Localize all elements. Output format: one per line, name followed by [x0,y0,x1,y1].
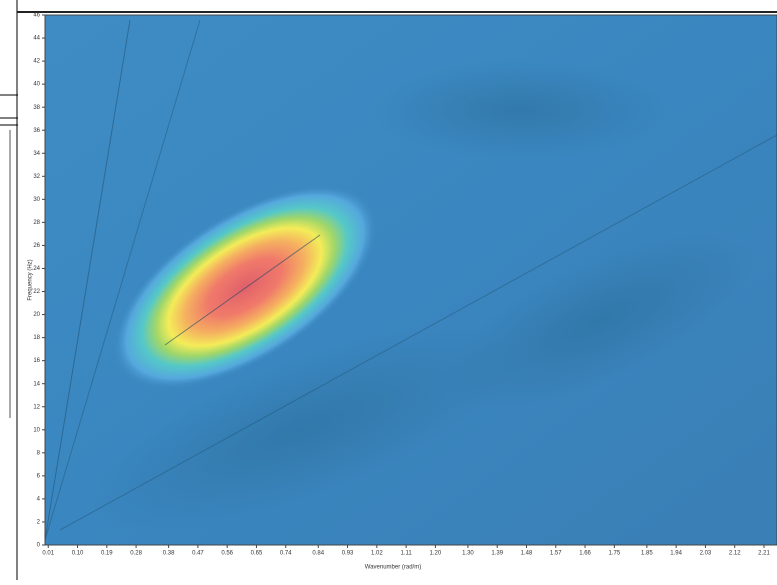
y-tick-label: 36 [33,128,40,134]
y-tick-label: 14 [33,381,40,387]
x-tick-label: 1.94 [670,551,682,557]
y-tick-label: 8 [37,450,41,456]
x-tick-label: 0.01 [42,551,54,557]
y-tick-label: 2 [37,520,41,526]
x-tick-label: 0.10 [72,551,84,557]
x-tick-label: 0.19 [101,551,113,557]
y-tick-label: 44 [33,36,40,42]
heatmap-shade [443,229,757,411]
y-tick-label: 20 [33,312,40,318]
y-tick-label: 4 [37,496,41,502]
x-tick-label: 1.11 [401,551,413,557]
y-tick-label: 32 [33,174,40,180]
x-tick-label: 0.56 [221,551,233,557]
plot-frame [44,14,777,546]
x-tick-label: 0.28 [130,551,142,557]
x-tick-label: 0.65 [251,551,263,557]
x-tick-label: 2.12 [729,551,741,557]
heatmap-shade [370,60,670,160]
y-tick-label: 24 [33,266,40,272]
y-tick-label: 38 [33,105,40,111]
trace [44,19,131,541]
x-tick-label: 0.84 [312,551,324,557]
x-tick-label: 1.39 [491,551,503,557]
x-tick-label: 1.48 [521,551,533,557]
heatmap-image [44,14,777,546]
y-tick-label: 42 [33,59,40,65]
x-tick-label: 1.30 [462,551,474,557]
x-tick-label: 0.38 [163,551,175,557]
x-tick-label: 0.74 [280,551,292,557]
x-tick-label: 2.03 [700,551,712,557]
y-tick-label: 10 [33,427,40,433]
y-axis-label: Frequency (Hz) [28,259,34,300]
heatmap-shade [82,327,518,533]
y-tick-label: 30 [33,197,40,203]
y-tick-label: 16 [33,358,40,364]
trace [59,134,777,531]
y-tick-label: 46 [33,13,40,19]
y-tick-label: 12 [33,404,40,410]
heatmap-peak [113,185,377,389]
x-tick-label: 2.21 [758,551,770,557]
x-tick-label: 1.85 [641,551,653,557]
x-tick-label: 0.47 [192,551,204,557]
x-tick-label: 1.57 [550,551,562,557]
y-tick-label: 22 [33,289,40,295]
y-tick-label: 34 [33,151,40,157]
x-tick-label: 1.20 [430,551,442,557]
y-tick-label: 26 [33,243,40,249]
y-tick-label: 28 [33,220,40,226]
x-tick-label: 1.02 [371,551,383,557]
trace [44,19,201,541]
x-tick-label: 1.66 [579,551,591,557]
y-tick-label: 6 [37,473,41,479]
x-tick-label: 0.93 [342,551,354,557]
x-tick-label: 1.75 [608,551,620,557]
y-tick-label: 18 [33,335,40,341]
y-tick-label: 0 [37,543,41,549]
y-tick-label: 40 [33,82,40,88]
trace [164,234,321,346]
x-axis-label: Wavenumber (rad/m) [365,565,421,571]
